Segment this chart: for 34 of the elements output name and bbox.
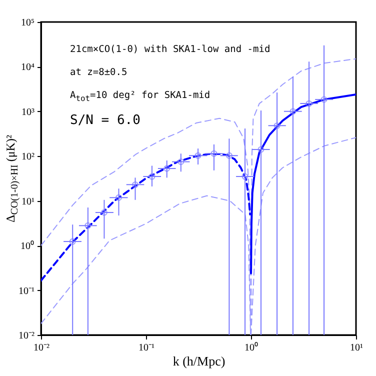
point: [164, 165, 170, 172]
annotation: at z=8±0.5: [70, 67, 128, 78]
point: [258, 146, 264, 153]
point: [210, 150, 218, 157]
point: [100, 209, 108, 216]
x-tick-label: 10⁰: [244, 342, 258, 354]
y-tick-label: 10⁵: [21, 18, 34, 28]
point: [178, 158, 184, 165]
point: [148, 173, 156, 180]
y-tick-label: 10³: [22, 106, 34, 118]
point: [306, 100, 312, 107]
y-tick-label: 10²: [22, 152, 34, 163]
x-tick-label: 10¹: [350, 342, 363, 354]
x-axis-title: k (h/Mpc): [172, 354, 226, 368]
point: [226, 152, 232, 159]
x-tick-label: 10⁻²: [34, 342, 50, 354]
annotation: A$_{tot}$=10 deg² for SKA1-mid: [70, 90, 210, 103]
y-tick-label: 10⁻¹: [18, 286, 34, 297]
point: [116, 194, 122, 201]
point: [132, 181, 138, 188]
point: [194, 152, 202, 159]
annotation: 21cm×CO(1-0) with SKA1-low and -mid: [70, 44, 270, 55]
y-tick-label: 10⁴: [21, 62, 35, 74]
y-tick-label: 10¹: [22, 196, 34, 208]
point: [84, 222, 92, 229]
y-tick-label: 10⁰: [20, 240, 34, 252]
point: [274, 122, 280, 129]
y-tick-label: 10⁻²: [18, 330, 34, 342]
point: [290, 108, 296, 115]
annotation: S/N = 6.0: [70, 113, 140, 128]
x-tick-label: 10⁻¹: [138, 342, 154, 354]
point: [69, 238, 76, 245]
point: [242, 173, 248, 180]
point: [320, 96, 328, 103]
